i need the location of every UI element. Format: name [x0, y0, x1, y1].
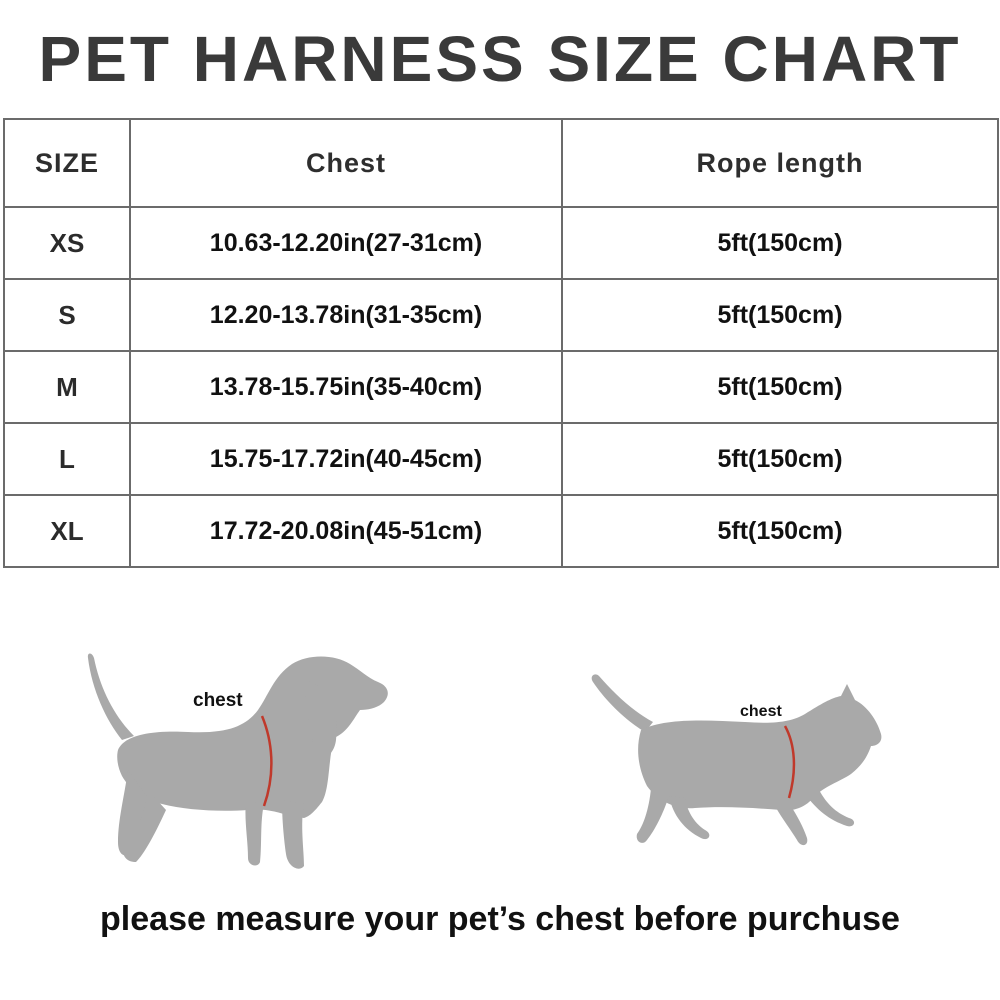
chest-cell: 12.20-13.78in(31-35cm): [129, 278, 563, 352]
size-cell: L: [3, 422, 131, 496]
size-cell: XL: [3, 494, 131, 568]
cat-chest-measure-line: [783, 725, 796, 799]
dog-silhouette-icon: [87, 653, 388, 869]
rope-length-cell: 5ft(150cm): [561, 350, 999, 424]
dog-chest-measure-line: [260, 715, 273, 807]
size-cell: S: [3, 278, 131, 352]
page-title: PET HARNESS SIZE CHART: [38, 23, 962, 95]
column-header-size: SIZE: [3, 118, 131, 208]
size-cell: M: [3, 350, 131, 424]
cat-chest-label: chest: [740, 703, 782, 720]
dog-chest-label: chest: [193, 690, 243, 711]
column-header-rope-length: Rope length: [561, 118, 999, 208]
rope-length-cell: 5ft(150cm): [561, 206, 999, 280]
column-header-chest: Chest: [129, 118, 563, 208]
size-cell: XS: [3, 206, 131, 280]
chest-cell: 17.72-20.08in(45-51cm): [129, 494, 563, 568]
chest-cell: 15.75-17.72in(40-45cm): [129, 422, 563, 496]
cat-silhouette-illustration: [591, 674, 882, 846]
cat-silhouette-icon: [591, 674, 882, 846]
table-row: M 13.78-15.75in(35-40cm) 5ft(150cm): [3, 350, 999, 424]
dog-silhouette-illustration: [87, 653, 388, 869]
rope-length-cell: 5ft(150cm): [561, 494, 999, 568]
table-row: XL 17.72-20.08in(45-51cm) 5ft(150cm): [3, 494, 999, 568]
measure-instruction-text: please measure your pet’s chest before p…: [100, 900, 900, 938]
size-chart-table: SIZE Chest Rope length XS 10.63-12.20in(…: [3, 118, 999, 568]
table-row: S 12.20-13.78in(31-35cm) 5ft(150cm): [3, 278, 999, 352]
table-row: XS 10.63-12.20in(27-31cm) 5ft(150cm): [3, 206, 999, 280]
table-row: L 15.75-17.72in(40-45cm) 5ft(150cm): [3, 422, 999, 496]
table-header-row: SIZE Chest Rope length: [3, 118, 999, 208]
rope-length-cell: 5ft(150cm): [561, 278, 999, 352]
chest-cell: 13.78-15.75in(35-40cm): [129, 350, 563, 424]
rope-length-cell: 5ft(150cm): [561, 422, 999, 496]
chest-cell: 10.63-12.20in(27-31cm): [129, 206, 563, 280]
